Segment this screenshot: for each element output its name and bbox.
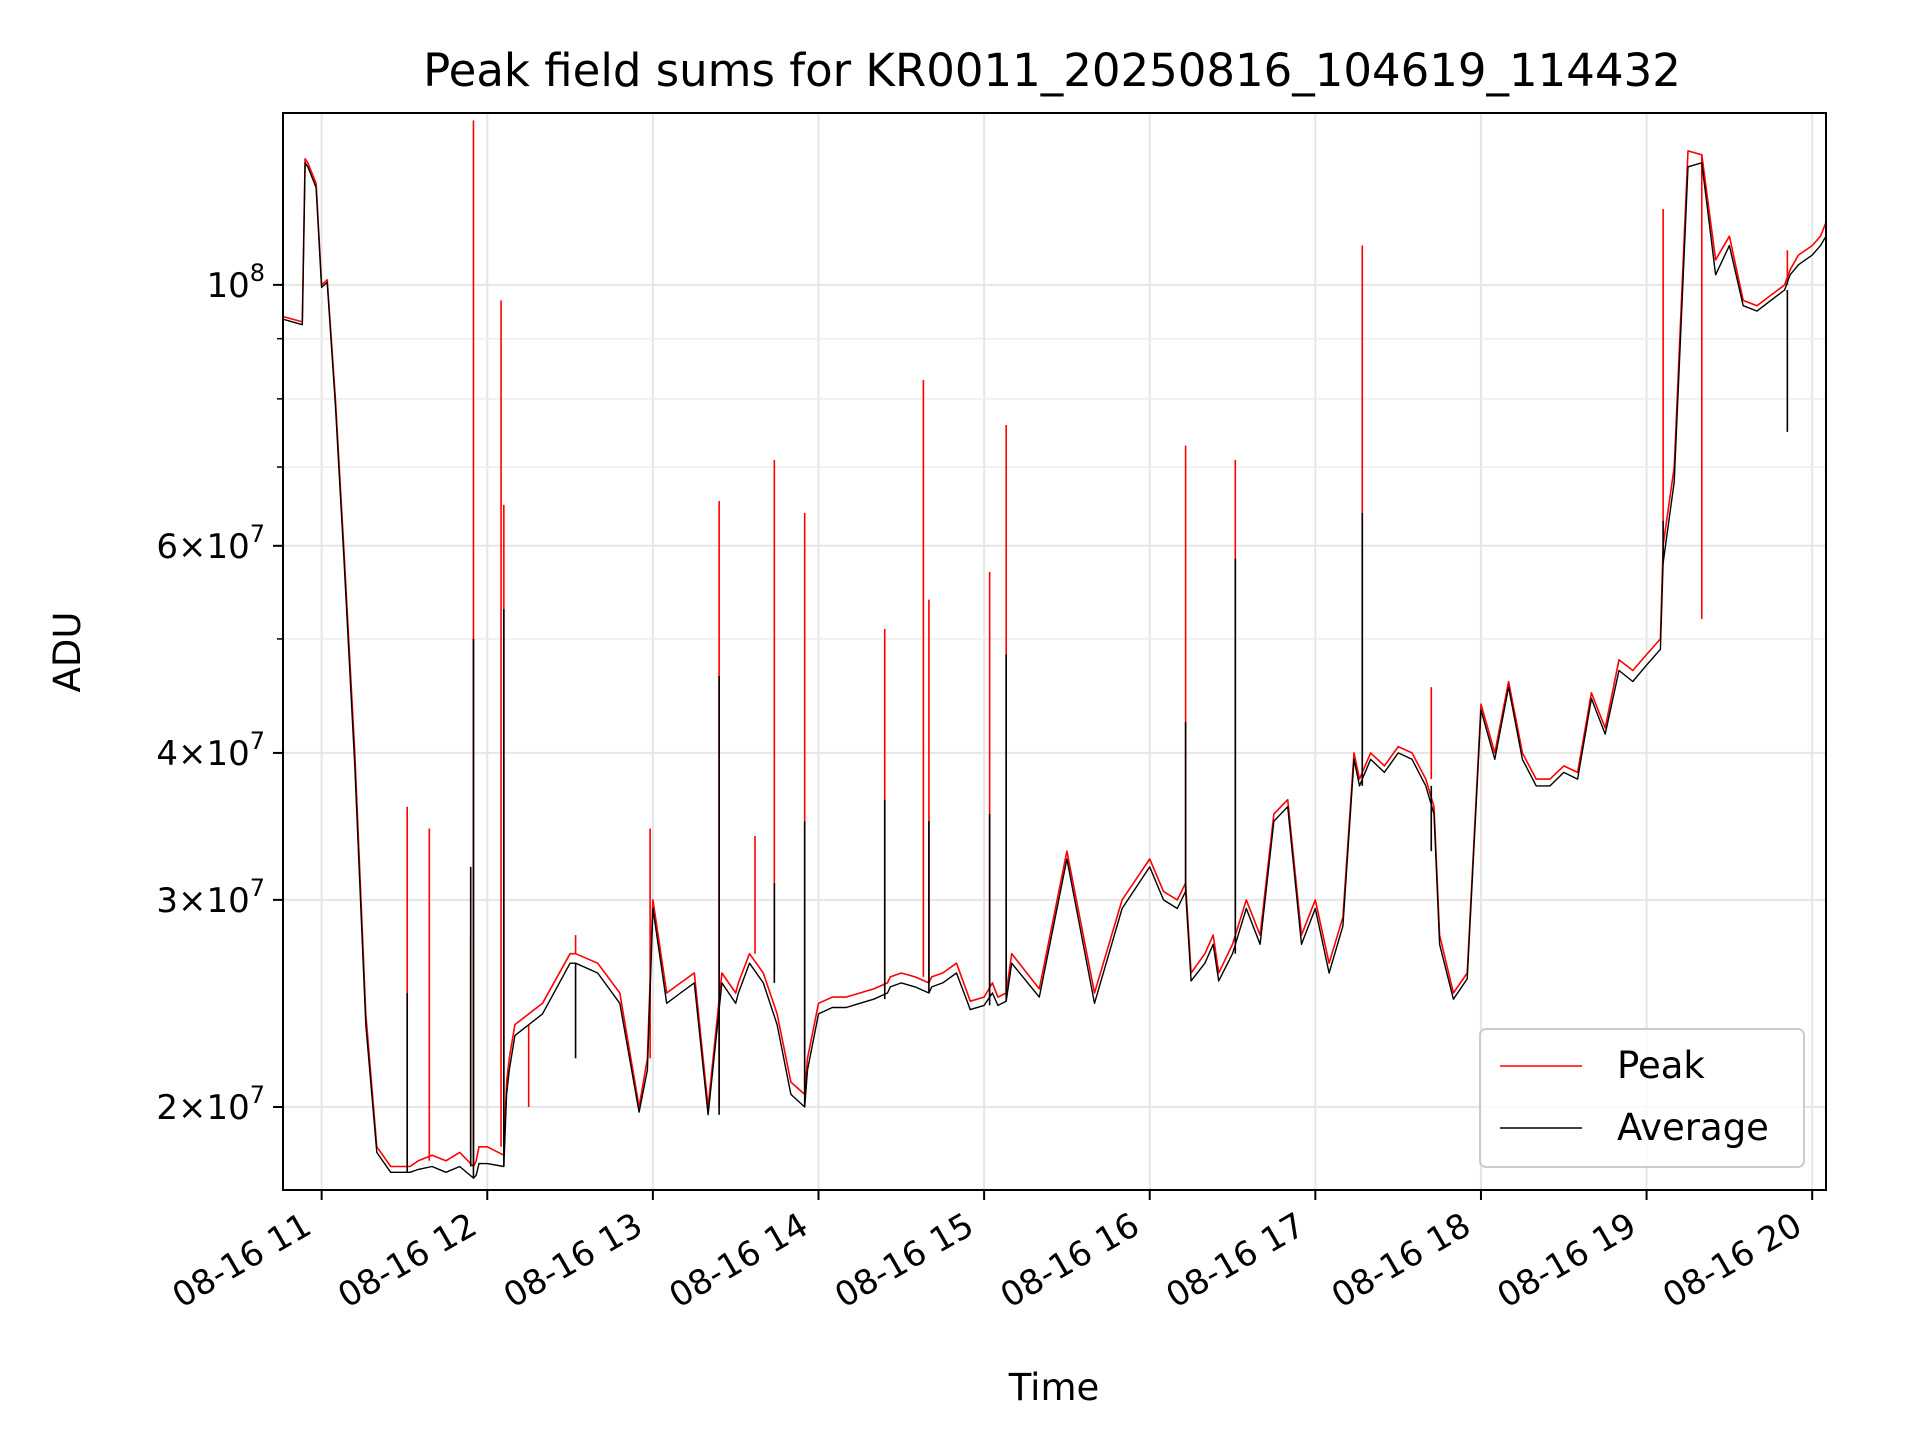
y-tick-exponent: 7 <box>250 874 265 902</box>
y-tick-times: × <box>178 1088 207 1128</box>
y-tick-base: 10 <box>206 527 249 567</box>
y-axis-label: ADU <box>46 612 89 693</box>
legend-label-average: Average <box>1617 1106 1769 1149</box>
y-tick-exponent: 8 <box>250 259 265 287</box>
legend: Peak Average <box>1479 1028 1805 1168</box>
y-tick-label: 6×107 <box>156 520 265 567</box>
y-tick-times: × <box>178 881 207 921</box>
y-tick-label: 2×107 <box>156 1081 265 1128</box>
chart-title: Peak field sums for KR0011_20250816_1046… <box>423 44 1681 97</box>
y-tick-base: 10 <box>206 734 249 774</box>
y-tick-times: × <box>178 527 207 567</box>
series-line-peak <box>282 150 1827 1168</box>
y-tick-base: 10 <box>206 1088 249 1128</box>
plot-area <box>282 120 1827 1179</box>
y-tick-exponent: 7 <box>250 1081 265 1109</box>
y-tick-mantissa: 4 <box>156 734 178 774</box>
y-tick-mantissa: 2 <box>156 1088 178 1128</box>
y-tick-mantissa: 3 <box>156 881 178 921</box>
y-tick-base: 10 <box>206 266 249 306</box>
y-tick-label: 108 <box>206 259 265 306</box>
y-tick-exponent: 7 <box>250 727 265 755</box>
plot-frame <box>282 112 1827 1191</box>
series-line-average <box>282 162 1827 1179</box>
legend-box <box>1479 1028 1805 1168</box>
y-tick-label: 3×107 <box>156 874 265 921</box>
y-tick-mantissa: 6 <box>156 527 178 567</box>
y-tick-times: × <box>178 734 207 774</box>
y-tick-label: 4×107 <box>156 727 265 774</box>
legend-label-peak: Peak <box>1617 1044 1705 1087</box>
y-tick-exponent: 7 <box>250 520 265 548</box>
x-axis-label: Time <box>1008 1366 1100 1409</box>
y-tick-base: 10 <box>206 881 249 921</box>
